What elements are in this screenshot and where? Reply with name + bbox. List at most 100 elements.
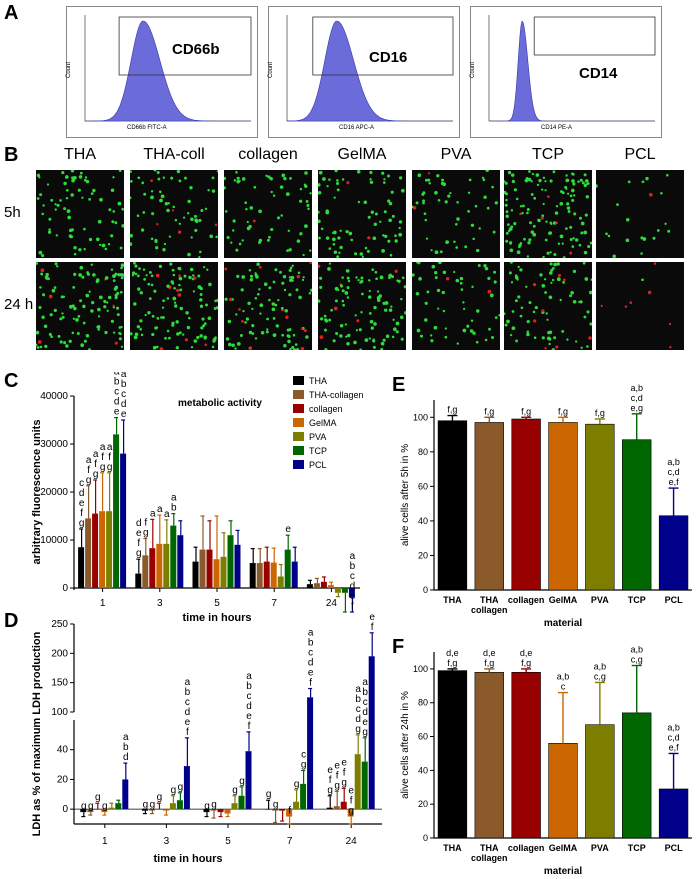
- significance-label: f: [101, 452, 104, 463]
- significance-label: e,f: [669, 477, 680, 487]
- legend-swatch: [293, 460, 304, 469]
- legend-label: THA-collagen: [309, 390, 364, 400]
- significance-label: f: [87, 465, 90, 476]
- significance-label: d: [136, 518, 142, 529]
- significance-label: c: [350, 571, 355, 582]
- significance-label: g: [143, 528, 149, 539]
- bar: [511, 418, 541, 591]
- significance-label: d,e: [520, 648, 533, 658]
- significance-label: b: [308, 638, 314, 649]
- bar: [437, 420, 468, 591]
- significance-label: f,g: [447, 658, 457, 668]
- significance-label: a: [107, 442, 113, 453]
- x-tick-label: 3: [157, 598, 163, 609]
- bar: [141, 809, 148, 811]
- facs-ylabel-cd14: Count: [470, 61, 477, 79]
- y-tick-label: 40: [418, 765, 428, 775]
- significance-label: d: [355, 714, 361, 725]
- x-tick-label: collagen: [471, 605, 508, 615]
- significance-label: f: [343, 767, 346, 778]
- microscopy-column-label: collagen: [238, 146, 298, 163]
- facs-marker-cd66b: CD66b: [172, 41, 220, 58]
- bar: [199, 549, 206, 588]
- panel-label-b: B: [4, 144, 19, 166]
- microscopy-column-label: THA-coll: [143, 146, 205, 163]
- significance-label: a: [93, 449, 99, 460]
- significance-label: d: [79, 488, 85, 499]
- significance-label: f: [94, 459, 97, 470]
- bar: [231, 803, 238, 810]
- chart-d-ldh: 0 20 40 100 150 200 250 LDH as % of maximum LDH…: [31, 612, 382, 865]
- significance-label: f: [351, 601, 354, 612]
- significance-label: f: [186, 727, 189, 738]
- significance-label: f,g: [521, 658, 531, 668]
- significance-label: g: [95, 792, 101, 803]
- bar: [156, 543, 163, 588]
- microscopy-column-label: GelMA: [337, 146, 387, 163]
- significance-label: f: [80, 508, 83, 519]
- significance-label: b: [185, 687, 191, 698]
- bar: [307, 697, 314, 810]
- facs-xlabel-cd16: CD16 APC-A: [339, 125, 375, 131]
- significance-label: e: [341, 757, 347, 768]
- significance-label: c,g: [594, 671, 606, 681]
- bar: [474, 422, 504, 591]
- facs-xlabel-cd14: CD14 PE-A: [541, 125, 573, 131]
- bar: [327, 585, 334, 588]
- x-tick-label: collagen: [508, 843, 545, 853]
- legend-swatch: [293, 404, 304, 413]
- microscopy-tile: [224, 262, 312, 350]
- y-tick-label: 0: [423, 833, 428, 843]
- significance-label: g: [150, 800, 156, 811]
- legend-label: collagen: [309, 404, 343, 414]
- y-tick-label: 0: [62, 583, 68, 594]
- y-tick-label: 200: [51, 648, 68, 659]
- significance-label: d: [362, 707, 368, 718]
- significance-label: g: [211, 800, 217, 811]
- significance-label: f,g: [521, 406, 531, 416]
- bar: [286, 809, 293, 817]
- bar: [277, 576, 284, 588]
- significance-label: g: [334, 780, 340, 791]
- x-tick-label: 1: [100, 598, 106, 609]
- legend-label: PCL: [309, 460, 327, 470]
- bar: [148, 809, 155, 811]
- microscopy-column-label: THA: [64, 146, 96, 163]
- y-tick-label: 20: [418, 799, 428, 809]
- chart-f-alive-24h: 0 20 40 60 80 100 alive cells after 24h in % ma…: [400, 645, 692, 877]
- significance-label: d: [369, 612, 375, 613]
- microscopy-tile: [412, 170, 500, 258]
- significance-label: e: [285, 524, 291, 535]
- x-tick-label: 7: [271, 598, 277, 609]
- panel-label-c: C: [4, 370, 19, 392]
- bar: [474, 671, 504, 839]
- x-tick-label: 1: [102, 836, 108, 847]
- bar: [169, 803, 176, 810]
- bar: [548, 422, 578, 591]
- significance-label: e: [136, 528, 142, 539]
- significance-label: a: [114, 372, 120, 378]
- significance-label: g: [143, 800, 149, 811]
- significance-label: c: [121, 389, 126, 400]
- significance-label: a: [350, 551, 356, 562]
- bar: [437, 670, 468, 839]
- bar: [80, 809, 87, 813]
- bar: [115, 803, 122, 810]
- microscopy-tile: [504, 262, 592, 350]
- y-tick-label: 100: [413, 412, 428, 422]
- bar: [622, 712, 652, 839]
- facs-histogram: [286, 20, 453, 122]
- bar: [333, 806, 340, 810]
- x-tick-label: collagen: [508, 595, 545, 605]
- x-tick-label: TCP: [628, 843, 646, 853]
- significance-label: f: [108, 452, 111, 463]
- microscopy-tile: [596, 262, 684, 350]
- microscopy-tile: [36, 170, 124, 258]
- y-tick-label: 40000: [40, 391, 68, 402]
- bar: [142, 555, 149, 588]
- bar: [341, 588, 348, 593]
- x-tick-label: 24: [326, 598, 338, 609]
- microscopy-column-label: PVA: [440, 146, 472, 163]
- x-tick-label: PCL: [665, 595, 684, 605]
- significance-label: a: [308, 628, 314, 639]
